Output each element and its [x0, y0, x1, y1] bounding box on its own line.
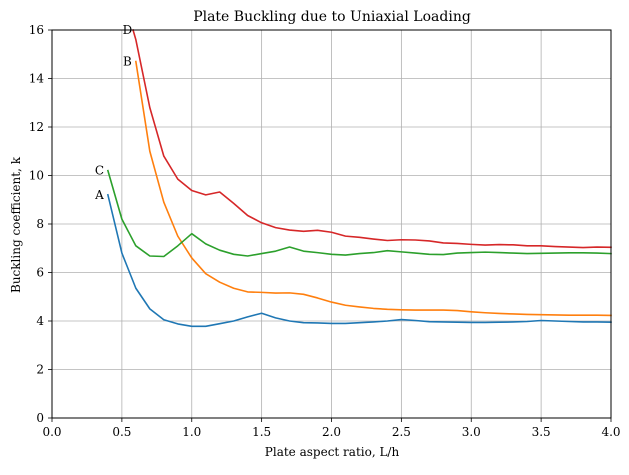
y-tick-label: 8 — [36, 217, 44, 231]
x-tick-label: 4.0 — [601, 425, 620, 439]
y-tick-label: 4 — [36, 314, 44, 328]
y-tick-label: 12 — [29, 120, 44, 134]
y-tick-label: 0 — [36, 411, 44, 425]
axis-ticks: 0.0 0.5 1.0 1.5 2.0 2.5 3.0 3.5 4.0 0 2 4 6 8 10 12 14 16 — [29, 23, 621, 439]
y-tick-label: 6 — [36, 266, 44, 280]
x-tick-label: 1.5 — [252, 425, 271, 439]
series-line-a — [106, 193, 612, 328]
x-tick-label: 0.0 — [42, 425, 61, 439]
series-line-c — [106, 169, 612, 258]
series-line-b — [134, 60, 612, 317]
y-tick-label: 14 — [29, 72, 45, 86]
y-axis-label: Buckling coefficient, k — [9, 156, 23, 293]
y-tick-label: 10 — [29, 169, 44, 183]
x-tick-label: 0.5 — [112, 425, 131, 439]
y-tick-label: 2 — [36, 363, 44, 377]
x-tick-label: 3.5 — [532, 425, 551, 439]
x-axis-label: Plate aspect ratio, L/h — [265, 445, 400, 459]
curve-label-a: A — [94, 188, 104, 202]
x-tick-label: 2.5 — [392, 425, 411, 439]
gridlines — [51, 29, 612, 419]
curve-label-b: B — [123, 55, 132, 69]
x-tick-label: 3.0 — [462, 425, 481, 439]
series-layer — [106, 29, 612, 328]
x-tick-label: 2.0 — [322, 425, 341, 439]
y-tick-label: 16 — [29, 23, 44, 37]
x-tick-label: 1.0 — [182, 425, 201, 439]
series-line-d — [132, 29, 612, 249]
curve-label-c: C — [95, 164, 104, 178]
chart-title: Plate Buckling due to Uniaxial Loading — [193, 9, 471, 25]
